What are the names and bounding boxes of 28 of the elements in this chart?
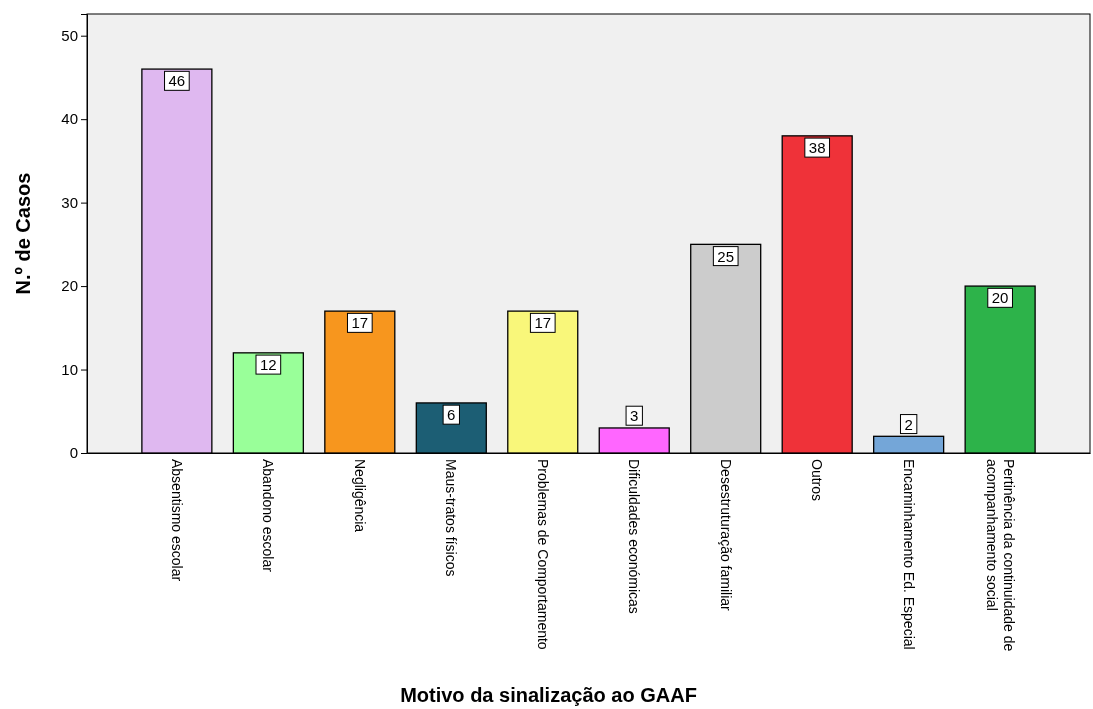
data-label: 46	[168, 72, 186, 90]
y-tick-label: 40	[61, 110, 78, 128]
y-tick-label: 30	[61, 193, 78, 211]
x-tick-label: Pertinência da continuidade de acompanhamento social	[983, 459, 1017, 652]
data-label: 3	[630, 407, 639, 425]
data-label: 12	[260, 356, 277, 374]
x-tick-label: Abandono escolar	[260, 459, 277, 573]
y-tick-label: 10	[61, 360, 78, 378]
x-tick-label: Outros	[809, 459, 826, 502]
y-tick-label: 20	[61, 277, 78, 295]
data-label: 20	[991, 289, 1009, 307]
x-tick-label: Dificuldades económicas	[626, 459, 643, 614]
data-label: 2	[904, 415, 913, 433]
y-tick-label: 50	[61, 27, 78, 44]
x-tick-label: Desestruturação familiar	[717, 459, 734, 612]
data-label: 17	[534, 314, 552, 332]
x-tick-label: Maus-tratos físicos	[443, 459, 460, 577]
x-axis-title: Motivo da sinalização ao GAAF	[400, 684, 697, 706]
y-tick-label: 0	[69, 444, 78, 462]
x-tick-label: Encaminhamento Ed. Especial	[900, 459, 917, 650]
x-tick-label: Negligência	[351, 459, 368, 533]
data-label: 6	[447, 406, 456, 424]
data-label: 17	[351, 314, 369, 332]
data-label: 25	[717, 247, 735, 265]
x-tick-label: Problemas de Comportamento	[534, 459, 551, 650]
y-axis-title: N.º de Casos	[12, 172, 34, 295]
data-label: 38	[808, 139, 826, 157]
x-tick-label: Absentismo escolar	[168, 459, 185, 582]
